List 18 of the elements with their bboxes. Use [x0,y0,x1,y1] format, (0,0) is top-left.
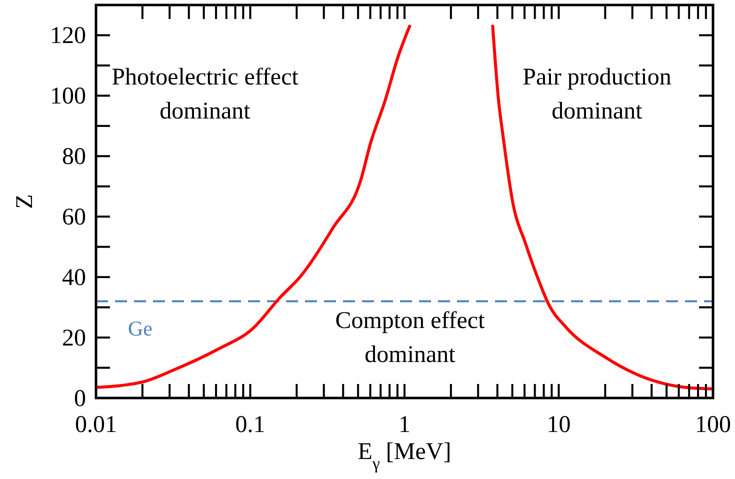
annotation: Photoelectric effect dominant [112,64,299,124]
ref-line-label: Ge [128,316,152,340]
y-tick-label: 80 [62,144,86,170]
y-axis-title: Z [12,194,38,209]
y-tick-label: 60 [62,204,86,231]
y-tick-label: 0 [74,386,86,412]
annotation: Pair production dominant [522,64,672,124]
y-tick-label: 100 [50,84,86,110]
x-tick-label: 1 [398,412,410,438]
y-tick-label: 120 [50,23,86,50]
y-tick-label: 40 [62,265,86,292]
x-axis-title: E$_{γ}$ [MeV] [358,439,452,472]
y-tick-label: 20 [62,326,86,352]
x-tick-label: 0.01 [75,412,117,438]
annotation: Compton effect dominant [335,308,486,368]
x-tick-label: 10 [546,412,571,438]
x-tick-label: 100 [695,412,731,438]
x-tick-label: 0.1 [235,412,266,438]
